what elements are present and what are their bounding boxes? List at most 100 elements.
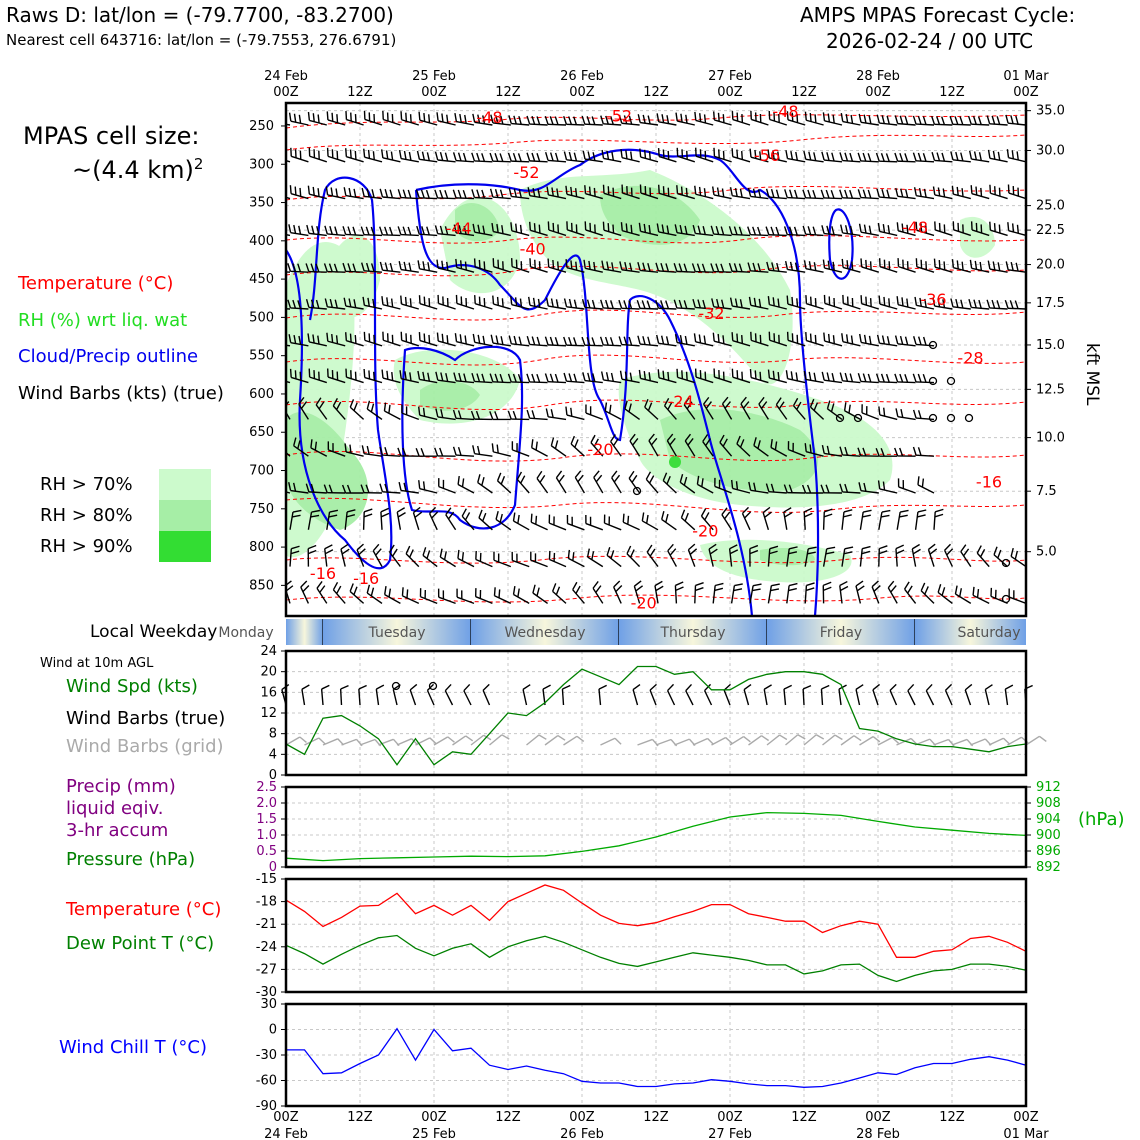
barb-feather (500, 476, 506, 485)
barb-staff (382, 454, 401, 457)
barb-feather (274, 300, 277, 308)
barb-feather (681, 370, 684, 379)
barb-staff (695, 270, 714, 273)
barb-feather (363, 508, 373, 513)
barb-staff (792, 405, 806, 420)
wind-barb (753, 437, 769, 457)
dewpoint-line (285, 934, 1027, 983)
pressure-tick-label: 650 (249, 425, 274, 440)
barb-feather (636, 300, 641, 309)
wind-barb (636, 300, 659, 310)
barb-feather (602, 184, 605, 194)
barb-feather (280, 336, 282, 344)
barb-feather (346, 484, 352, 494)
wind-barb (437, 588, 456, 605)
barb-feather (443, 551, 447, 560)
barb-feather (814, 114, 817, 123)
barb-feather (883, 296, 886, 306)
y-tick-label: 1.5 (256, 812, 277, 827)
barb-feather (391, 548, 398, 557)
wind-barb (397, 447, 419, 457)
barb-feather (527, 296, 531, 306)
barb-staff (844, 410, 861, 421)
barb-feather (324, 549, 334, 555)
cloud-outline (828, 208, 854, 280)
wind-barb (1006, 149, 1026, 163)
barb-feather (552, 259, 555, 269)
barb-feather (788, 587, 797, 592)
wind-barb (785, 370, 806, 384)
temperature-contour-label: -20 (692, 521, 718, 540)
barb-feather (978, 299, 982, 309)
barb-feather (813, 372, 817, 382)
barb-feather (941, 152, 946, 162)
barb-feather (783, 507, 792, 513)
barb-feather (692, 298, 696, 308)
barb-feather (332, 398, 338, 407)
barb-feather (693, 333, 697, 342)
barb-staff (806, 119, 824, 126)
barb-feather (605, 372, 610, 381)
barb-staff (860, 231, 879, 237)
wind-barb (641, 512, 659, 531)
wind-barb (544, 115, 567, 126)
barb-feather (932, 186, 936, 196)
barb-feather (960, 299, 964, 309)
barb-staff (676, 232, 695, 237)
wind-barb (931, 151, 953, 163)
barb-feather (710, 225, 715, 235)
barb-feather (607, 186, 610, 195)
barb-feather (531, 152, 536, 162)
barb-feather (997, 549, 1002, 559)
wind-barb (748, 481, 769, 494)
barb-staff (925, 690, 935, 706)
barb-feather (1010, 115, 1014, 124)
barb-feather (629, 549, 635, 558)
barb-staff (438, 302, 456, 310)
wind-barb (626, 545, 641, 568)
wind-barb (585, 404, 604, 421)
wind-barb (952, 221, 972, 237)
barb-feather (568, 116, 573, 125)
barb-feather (427, 262, 431, 271)
barb-feather (353, 402, 358, 411)
top-hour-label: 00Z (865, 85, 891, 100)
barb-feather (587, 151, 591, 161)
surface-wind-barb (838, 684, 847, 706)
wind-barb (307, 185, 327, 200)
wind-barb (327, 441, 346, 457)
barb-feather (937, 298, 941, 308)
barb-staff (621, 378, 640, 384)
barb-feather (498, 589, 501, 598)
wind-barb (471, 152, 493, 163)
barb-staff (645, 478, 659, 494)
barb-feather (567, 549, 571, 559)
barb-feather (360, 262, 365, 272)
barb-feather (372, 298, 375, 308)
barb-staff (529, 343, 548, 347)
barb-feather (587, 372, 591, 382)
barb-staff (748, 735, 762, 746)
barb-feather (942, 299, 946, 308)
barb-feather (439, 225, 444, 235)
barb-feather (383, 402, 387, 412)
wind-barb (400, 111, 420, 126)
barb-feather (733, 226, 738, 235)
barb-feather (279, 301, 282, 309)
barb-staff (529, 160, 548, 163)
barb-staff (341, 738, 357, 746)
bottom-hour-label: 12Z (347, 1110, 373, 1125)
wind-barb (786, 331, 806, 347)
rh-region-70 (520, 170, 793, 385)
barb-staff (566, 380, 585, 384)
barb-staff (687, 549, 696, 567)
pressure-tick-label: 908 (1036, 796, 1061, 811)
wind-barb (471, 373, 493, 384)
barb-feather (439, 189, 444, 199)
barb-staff (806, 302, 824, 310)
barb-feather (976, 545, 982, 554)
barb-feather (332, 581, 339, 591)
barb-staff (769, 118, 788, 126)
wind-barb (711, 186, 732, 200)
barb-feather (912, 409, 917, 419)
